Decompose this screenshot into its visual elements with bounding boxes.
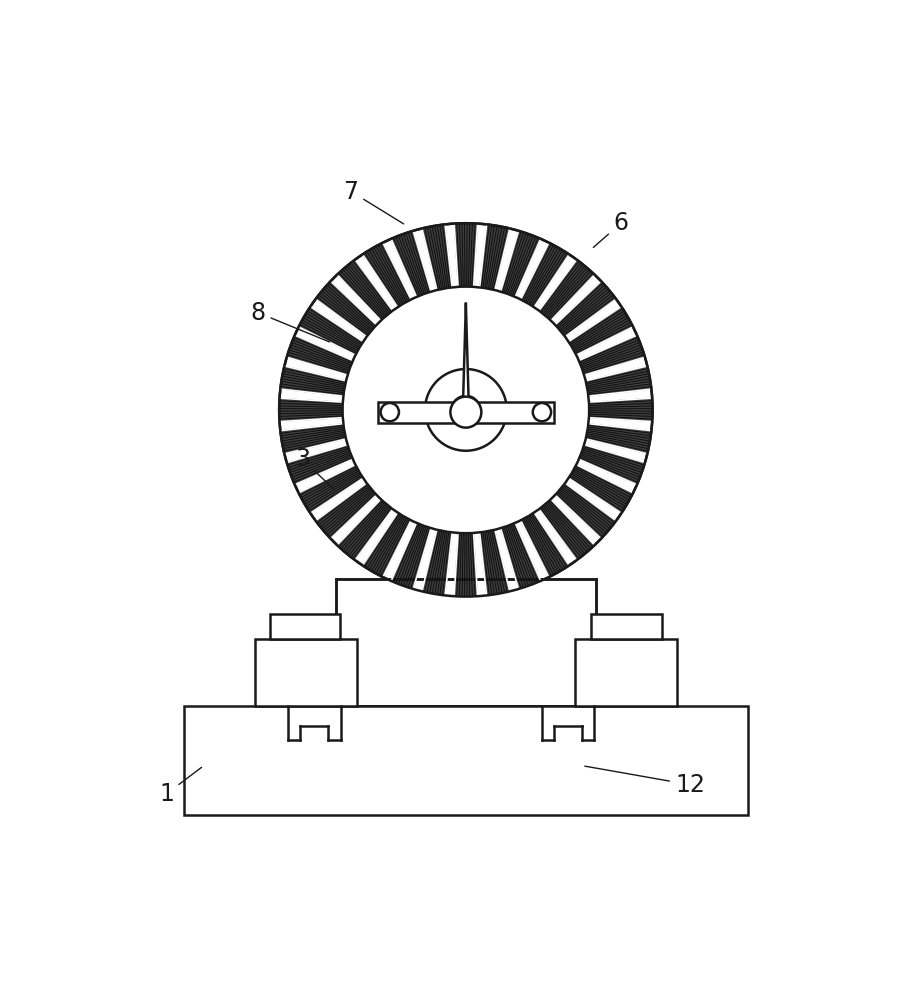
Polygon shape: [363, 513, 411, 577]
Polygon shape: [555, 281, 616, 337]
Polygon shape: [521, 243, 569, 307]
Polygon shape: [579, 335, 645, 375]
Bar: [184, 706, 747, 815]
Circle shape: [425, 369, 506, 451]
Polygon shape: [280, 424, 346, 454]
Polygon shape: [521, 513, 569, 577]
Text: 3: 3: [295, 447, 334, 489]
Polygon shape: [299, 465, 364, 513]
Polygon shape: [568, 307, 633, 355]
Polygon shape: [539, 499, 594, 560]
Circle shape: [343, 287, 589, 533]
Polygon shape: [280, 366, 346, 396]
Text: 12: 12: [584, 766, 704, 797]
Polygon shape: [315, 281, 376, 337]
Polygon shape: [337, 260, 393, 321]
Bar: [575, 639, 677, 706]
Circle shape: [450, 397, 482, 428]
Polygon shape: [391, 523, 431, 589]
Polygon shape: [456, 304, 475, 415]
Polygon shape: [568, 465, 633, 513]
Polygon shape: [279, 398, 343, 422]
Polygon shape: [315, 483, 376, 539]
Bar: [255, 639, 356, 706]
Circle shape: [454, 400, 478, 424]
Polygon shape: [585, 366, 652, 396]
Polygon shape: [286, 335, 353, 375]
Polygon shape: [299, 307, 364, 355]
Polygon shape: [501, 231, 541, 297]
Circle shape: [381, 403, 399, 421]
Text: 1: 1: [159, 767, 202, 806]
Polygon shape: [539, 260, 594, 321]
Circle shape: [533, 403, 551, 421]
Polygon shape: [422, 530, 452, 595]
Polygon shape: [480, 530, 510, 595]
Text: 6: 6: [594, 211, 628, 247]
Polygon shape: [454, 223, 477, 287]
Polygon shape: [589, 398, 653, 422]
Bar: [378, 402, 554, 423]
Polygon shape: [337, 499, 393, 560]
Circle shape: [279, 223, 653, 597]
Bar: [270, 614, 341, 639]
Polygon shape: [501, 523, 541, 589]
Polygon shape: [286, 445, 353, 485]
Bar: [591, 614, 662, 639]
Polygon shape: [585, 424, 652, 454]
Polygon shape: [555, 483, 616, 539]
Polygon shape: [579, 445, 645, 485]
Bar: [335, 579, 596, 706]
Polygon shape: [454, 533, 477, 597]
Circle shape: [452, 396, 480, 424]
Text: 7: 7: [344, 180, 404, 224]
Polygon shape: [363, 243, 411, 307]
Polygon shape: [391, 231, 431, 297]
Text: 8: 8: [251, 301, 329, 342]
Polygon shape: [422, 224, 452, 290]
Polygon shape: [480, 224, 510, 290]
